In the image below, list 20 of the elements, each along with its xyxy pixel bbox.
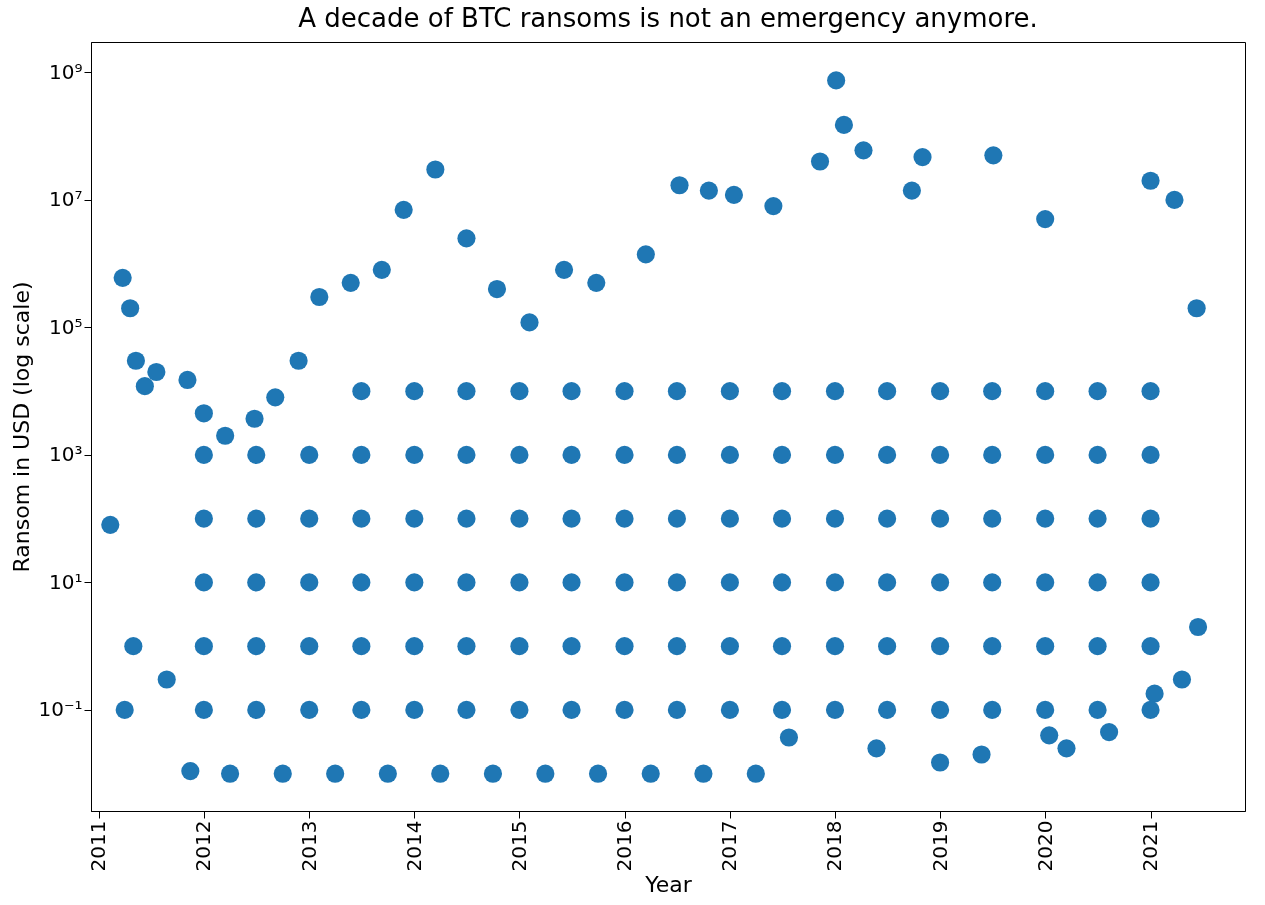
x-tick-label: 2011 <box>86 820 111 872</box>
y-axis-title: Ransom in USD (log scale) <box>9 281 35 573</box>
x-tick-label: 2018 <box>822 820 847 872</box>
y-tick-label: 10³ <box>49 442 83 467</box>
x-axis-title: Year <box>644 872 693 898</box>
x-tick-label: 2020 <box>1032 820 1057 872</box>
x-tick-label: 2012 <box>191 820 216 872</box>
x-tick-label: 2013 <box>296 820 321 872</box>
x-tick-label: 2016 <box>612 820 637 872</box>
x-tick-label: 2019 <box>927 820 952 872</box>
x-tick-label: 2017 <box>717 820 742 872</box>
y-tick-label: 10⁻¹ <box>38 697 83 722</box>
y-tick-label: 10⁹ <box>49 59 83 84</box>
x-tick-label: 2015 <box>506 820 531 872</box>
x-tick-label: 2021 <box>1138 820 1163 872</box>
y-tick-label: 10⁷ <box>49 187 83 212</box>
y-tick-label: 10¹ <box>49 569 83 594</box>
y-tick-label: 10⁵ <box>49 314 83 339</box>
chart-title: A decade of BTC ransoms is not an emergency anymore. <box>298 3 1038 33</box>
x-tick-label: 2014 <box>401 820 426 872</box>
